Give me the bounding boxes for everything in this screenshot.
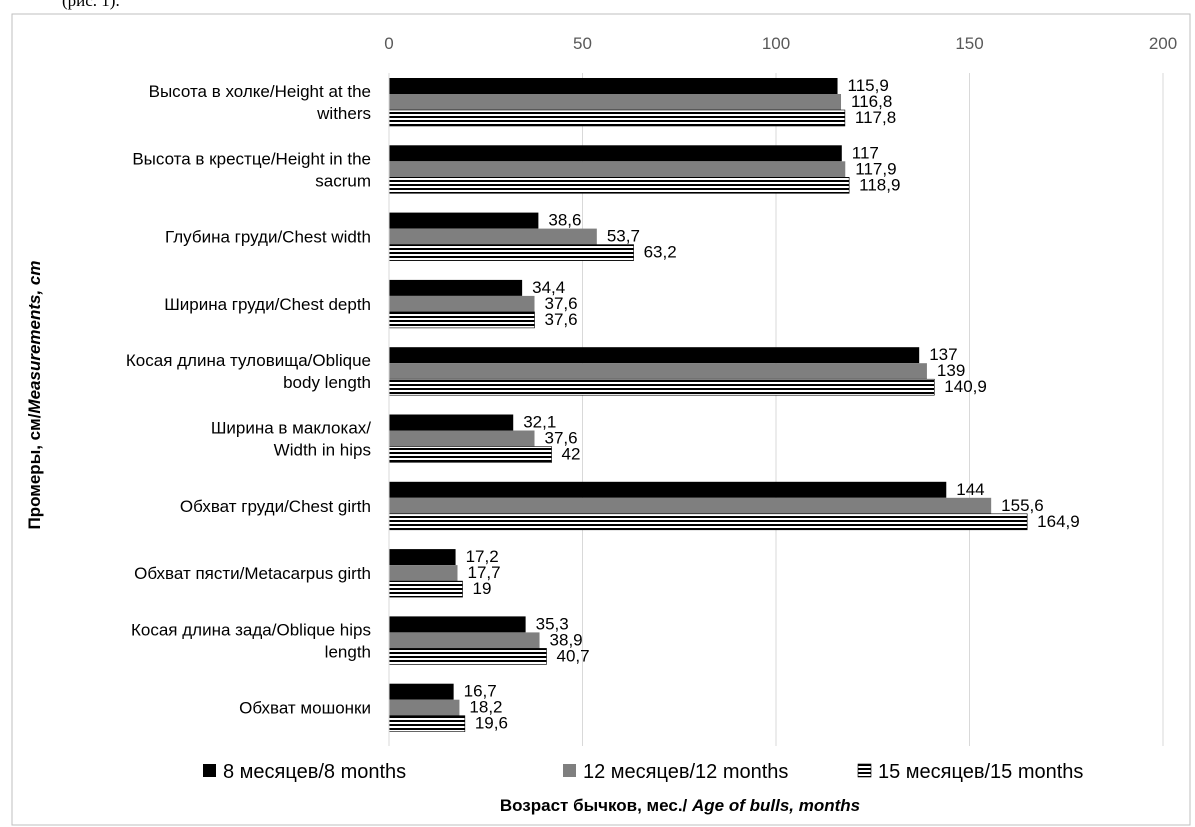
data-label: 40,7 (557, 646, 590, 665)
data-label: 37,6 (545, 310, 578, 329)
data-label: 63,2 (644, 243, 677, 262)
bar (389, 347, 920, 364)
data-label: 117,8 (855, 108, 896, 127)
bar (388, 244, 634, 261)
legend-item: 12 месяцев/12 months (563, 761, 788, 783)
legend-label: 8 месяцев/8 months (223, 761, 406, 783)
bar (389, 565, 458, 582)
data-label: 16,7 (464, 682, 497, 701)
data-label: 144 (956, 480, 984, 499)
header-text: (рис. 1). (62, 0, 120, 10)
bar (389, 279, 523, 296)
data-label: 115,9 (848, 76, 889, 95)
bar (388, 446, 552, 463)
x-tick-label: 50 (573, 34, 592, 53)
bar (389, 699, 460, 716)
bar (388, 311, 535, 329)
bar (389, 632, 540, 649)
bar (388, 177, 850, 194)
bar (389, 430, 535, 447)
bar (389, 363, 927, 380)
bar (389, 212, 539, 229)
data-label: 34,4 (532, 278, 565, 297)
bar (389, 481, 947, 498)
y-axis-title-italic: Measurements, cm (25, 261, 44, 414)
data-label: 37,6 (545, 429, 578, 448)
bar (388, 648, 547, 665)
data-label: 38,6 (548, 211, 581, 230)
x-axis-ticks: 0 50 100 150 200 (384, 34, 1177, 53)
chart-border (11, 13, 1191, 826)
category-label: Высота в крестце/Height in the sacrum (132, 149, 371, 190)
data-label: 17,2 (466, 547, 499, 566)
category-label: Ширина груди/Chest depth (164, 295, 371, 314)
bar (388, 715, 466, 733)
category-label: Обхват пясти/Metacarpus girth (134, 564, 371, 583)
data-label: 139 (937, 361, 965, 380)
x-axis-title-italic: Age of bulls, months (691, 796, 860, 815)
data-label: 117,9 (855, 159, 896, 178)
bar (389, 616, 526, 633)
data-label: 140,9 (944, 377, 987, 396)
category-label: Высота в холке/Height at the withers (149, 82, 371, 123)
data-label: 35,3 (536, 614, 569, 633)
bar (389, 497, 992, 514)
data-label: 37,6 (545, 294, 578, 313)
bar (389, 94, 842, 110)
legend-item: 8 месяцев/8 months (203, 761, 406, 783)
bar (389, 683, 454, 700)
bar (389, 145, 842, 162)
y-axis-title: Промеры, см/Measurements, cm (25, 261, 44, 530)
bar (389, 295, 535, 312)
bar (388, 513, 1028, 531)
data-label: 164,9 (1037, 512, 1080, 531)
bar (389, 161, 846, 178)
data-label: 53,7 (607, 227, 640, 246)
data-label: 118,9 (859, 175, 900, 194)
x-tick-label: 150 (955, 34, 983, 53)
bar (389, 78, 838, 94)
legend-swatch (563, 764, 576, 777)
legend-item: 15 месяцев/15 months (857, 761, 1083, 783)
legend-label: 15 месяцев/15 months (878, 761, 1083, 783)
data-label: 32,1 (523, 413, 556, 432)
data-label: 19,6 (475, 714, 508, 733)
category-label: Обхват мошонки (239, 699, 371, 718)
x-tick-label: 200 (1149, 34, 1177, 53)
data-label: 116,8 (851, 92, 892, 111)
data-label: 137 (929, 345, 957, 364)
bar (389, 228, 597, 245)
bar (389, 414, 514, 431)
category-label: Косая длина зада/Oblique hips length (131, 620, 371, 661)
data-label: 155,6 (1001, 496, 1044, 515)
y-axis-title-bold: Промеры, см/ (25, 413, 44, 529)
legend-swatch (203, 764, 216, 777)
data-label: 17,7 (467, 563, 500, 582)
category-label: Косая длина туловища/Oblique body length (126, 351, 371, 392)
x-tick-label: 0 (384, 34, 393, 53)
x-tick-label: 100 (762, 34, 790, 53)
legend-swatch (857, 763, 872, 778)
data-label: 38,9 (550, 630, 583, 649)
category-label: Обхват груди/Chest girth (180, 497, 371, 516)
data-label: 117 (852, 143, 879, 162)
category-labels: Высота в холке/Height at the withers Высот… (126, 82, 371, 718)
bar (388, 580, 463, 598)
legend: 8 месяцев/8 months 12 месяцев/12 months 15… (203, 761, 1083, 783)
category-label: Глубина груди/Chest width (165, 228, 371, 247)
bar (389, 549, 456, 566)
x-axis-title-bold: Возраст бычков, мес./ (500, 796, 692, 815)
bar (388, 109, 846, 127)
data-label: 18,2 (469, 698, 502, 717)
data-label: 19 (473, 579, 492, 598)
category-label: Ширина в маклоках/Width in hips (211, 419, 371, 460)
bar (388, 378, 935, 396)
data-label: 42 (562, 445, 581, 464)
x-axis-title: Возраст бычков, мес./ Age of bulls, mont… (500, 796, 860, 815)
legend-label: 12 месяцев/12 months (583, 761, 788, 783)
